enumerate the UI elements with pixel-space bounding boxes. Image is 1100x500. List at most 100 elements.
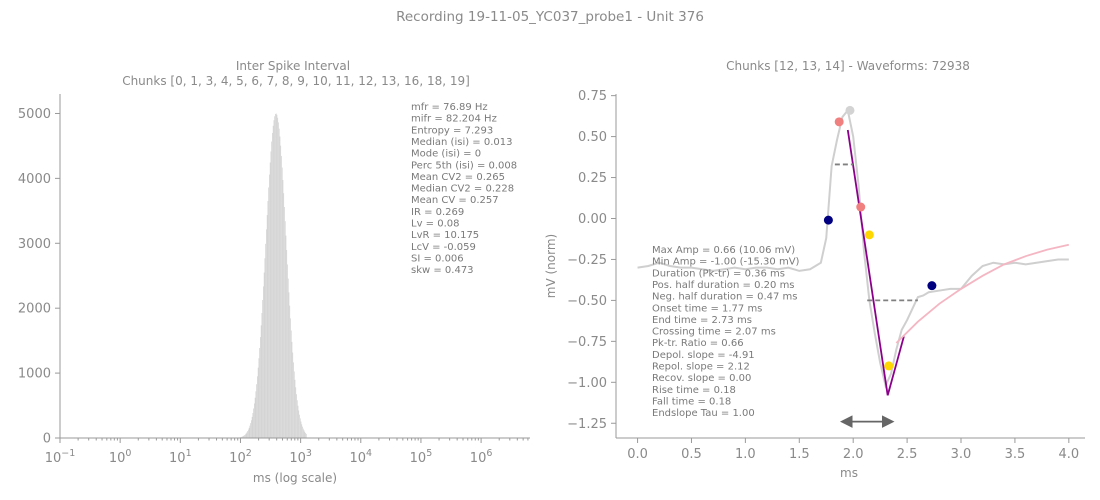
isi-stat-line: Median CV2 = 0.228 <box>411 184 514 195</box>
isi-x-tick-label: 103 <box>289 448 312 466</box>
isi-bar <box>276 114 278 438</box>
waveform-y-tick-label: −1.25 <box>567 417 607 432</box>
isi-bar <box>248 427 250 438</box>
isi-bar <box>258 358 260 438</box>
isi-bar <box>285 235 287 438</box>
isi-bar <box>303 430 305 438</box>
waveform-series-waveform <box>637 108 1069 389</box>
isi-bar <box>255 391 257 438</box>
waveform-y-tick-label: −1.00 <box>567 376 607 391</box>
isi-bar <box>288 292 290 438</box>
isi-bar <box>247 431 248 438</box>
waveform-stat-line: Fall time = 0.18 <box>652 396 731 407</box>
isi-y-tick-label: 4000 <box>18 172 51 187</box>
isi-chart-title: Inter Spike Interval <box>236 59 350 73</box>
isi-bar <box>297 405 299 438</box>
isi-y-tick-label: 0 <box>43 432 51 447</box>
isi-bar <box>254 403 255 438</box>
isi-x-tick-label: 100 <box>109 448 132 466</box>
isi-bar <box>268 187 270 438</box>
isi-bar <box>241 436 242 438</box>
isi-bar <box>265 243 267 438</box>
isi-bar <box>246 432 248 438</box>
waveform-y-tick-label: 0.50 <box>578 130 607 145</box>
waveform-point-end <box>927 281 937 291</box>
isi-bar <box>295 387 297 438</box>
isi-bar <box>299 414 300 438</box>
isi-bar <box>278 122 279 438</box>
isi-bar <box>266 229 267 438</box>
isi-bar <box>251 416 253 438</box>
waveform-series-endslope-fit <box>895 243 1070 344</box>
isi-x-tick-label: 102 <box>229 448 252 466</box>
waveform-stat-line: Endslope Tau = 1.00 <box>652 408 755 419</box>
isi-bar <box>263 272 265 438</box>
waveform-point-crossing <box>856 202 866 212</box>
isi-bar <box>304 431 306 438</box>
waveform-stat-line: Min Amp = -1.00 (-15.30 mV) <box>652 257 800 268</box>
waveform-stat-line: Repol. slope = 2.12 <box>652 362 750 373</box>
isi-bar <box>257 376 258 438</box>
waveform-x-tick-label: 1.0 <box>735 447 756 462</box>
isi-bar <box>256 384 258 438</box>
isi-bar <box>264 258 266 438</box>
isi-bar <box>271 141 273 439</box>
isi-bar <box>272 125 274 439</box>
waveform-stat-line: Onset time = 1.77 ms <box>652 303 762 314</box>
isi-y-tick-label: 5000 <box>18 107 51 122</box>
isi-bar <box>281 156 282 438</box>
isi-bar <box>299 418 301 438</box>
isi-bar <box>286 250 288 438</box>
isi-bar <box>293 362 294 438</box>
isi-bar <box>305 433 307 438</box>
isi-bar <box>296 394 297 438</box>
isi-bar <box>243 435 245 438</box>
isi-bar <box>302 426 303 438</box>
isi-x-axis-label: ms (log scale) <box>253 471 337 485</box>
waveform-stat-line: Rise time = 0.18 <box>652 385 736 396</box>
isi-stat-line: SI = 0.006 <box>411 253 464 264</box>
isi-stat-line: mfr = 76.89 Hz <box>411 102 488 113</box>
waveform-x-tick-label: 0.0 <box>627 447 648 462</box>
isi-x-tick-label: 106 <box>470 448 493 466</box>
waveform-stat-line: Pos. half duration = 0.20 ms <box>652 280 795 291</box>
waveform-y-tick-label: −0.25 <box>567 253 607 268</box>
figure-suptitle: Recording 19-11-05_YC037_probe1 - Unit 3… <box>396 9 704 25</box>
waveform-panel: Chunks [12, 13, 14] - Waveforms: 72938 0… <box>544 59 1085 480</box>
isi-bar <box>242 436 244 438</box>
isi-bar <box>291 341 293 438</box>
isi-x-tick-label: 105 <box>410 448 433 466</box>
isi-bar <box>292 352 294 438</box>
waveform-x-axis-label: ms <box>840 466 858 480</box>
isi-bar <box>300 421 302 438</box>
isi-bar <box>277 117 279 438</box>
waveform-stat-line: Crossing time = 2.07 ms <box>652 327 776 338</box>
waveform-lines <box>637 108 1070 428</box>
isi-y-tick-label: 3000 <box>18 237 51 252</box>
isi-bar <box>293 371 295 438</box>
isi-bar <box>281 167 283 438</box>
isi-bar <box>296 400 298 438</box>
isi-chart-subtitle: Chunks [0, 1, 3, 4, 5, 6, 7, 8, 9, 10, 1… <box>122 74 470 88</box>
isi-bar <box>287 264 288 438</box>
isi-bar <box>280 145 282 438</box>
isi-y-tick-label: 1000 <box>18 367 51 382</box>
isi-bar <box>290 330 292 438</box>
isi-stat-line: Median (isi) = 0.013 <box>411 137 512 148</box>
waveform-point-trough-gold <box>884 361 894 371</box>
isi-bar <box>244 435 245 438</box>
isi-bar <box>282 180 284 438</box>
isi-bar <box>302 428 304 438</box>
waveform-stat-line: Neg. half duration = 0.47 ms <box>652 292 798 303</box>
waveform-point-peak <box>834 117 844 127</box>
waveform-x-tick-label: 2.0 <box>843 447 864 462</box>
isi-bar <box>261 312 263 438</box>
isi-bar <box>259 348 261 438</box>
isi-bar <box>253 408 254 438</box>
isi-bar <box>275 113 277 438</box>
isi-bar <box>301 424 303 438</box>
isi-x-tick-label: 101 <box>169 448 192 466</box>
waveform-x-tick-label: 2.5 <box>897 447 918 462</box>
waveform-point-onset <box>823 215 833 225</box>
